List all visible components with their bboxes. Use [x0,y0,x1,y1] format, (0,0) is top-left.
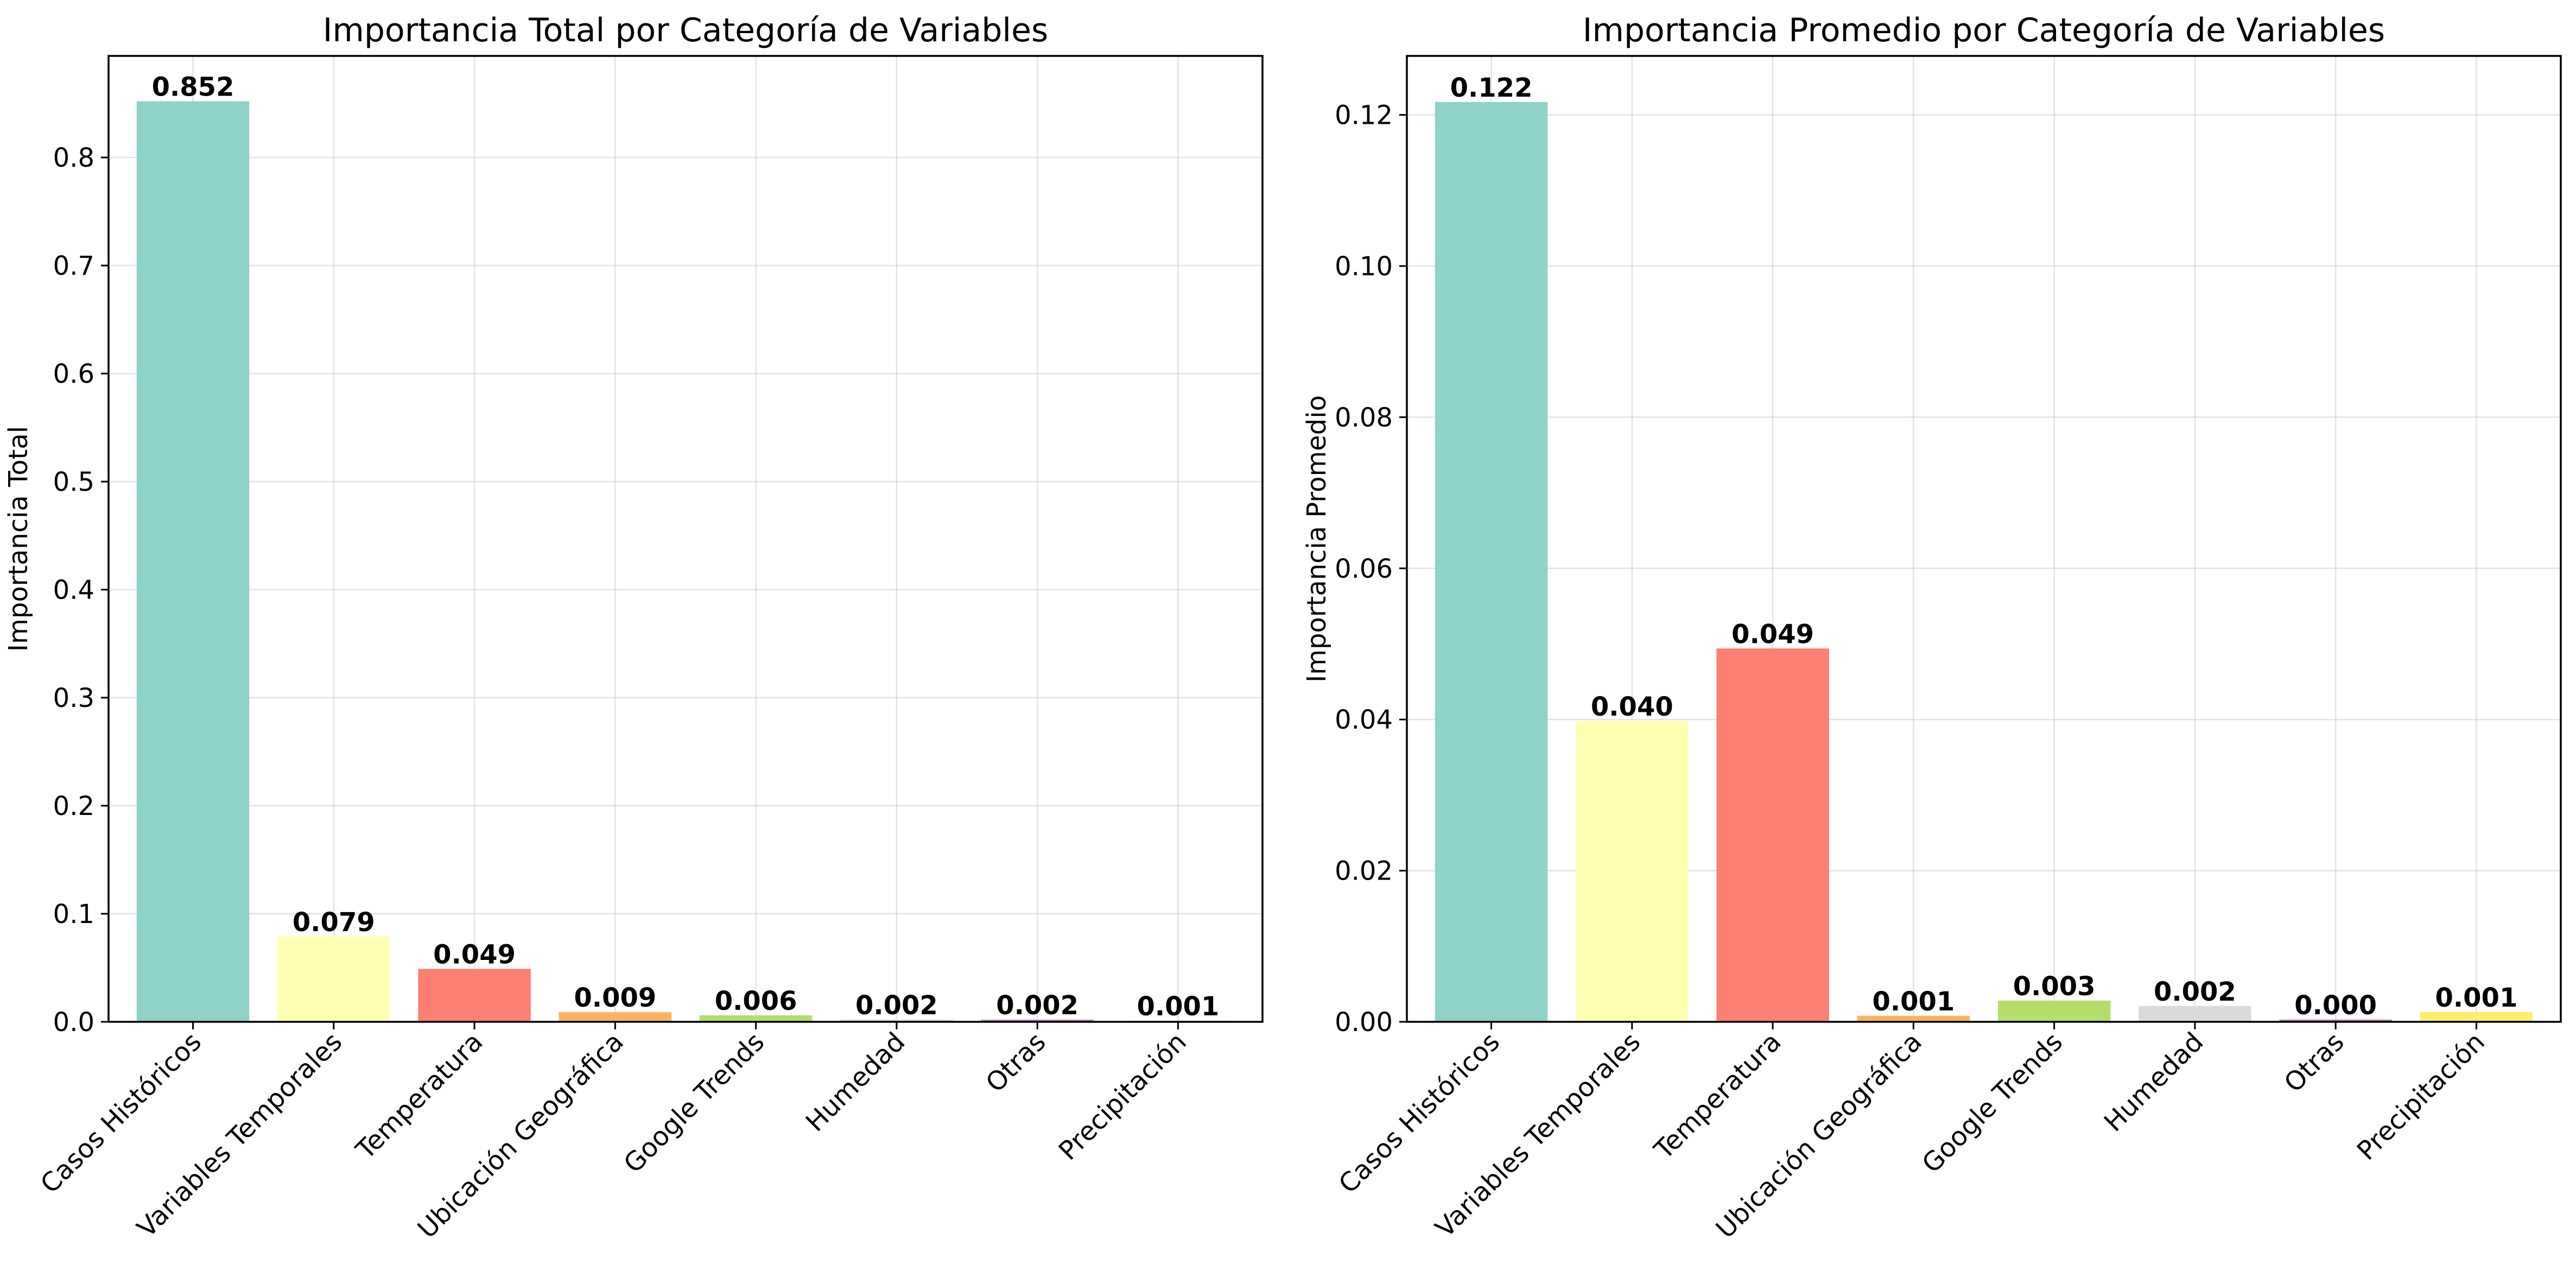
chart-0-y-tick-label: 0.5 [53,467,94,497]
chart-0-data-label-variables-temporales: 0.079 [293,907,375,938]
chart-0-grid [109,56,1262,1023]
chart-1-bar-precipitacion [2420,1012,2533,1022]
chart-0-bar-temperatura [418,969,531,1022]
chart-1-data-label-google-trends: 0.003 [2013,971,2096,1002]
chart-0-y-tick-label: 0.2 [53,791,94,821]
chart-0-y-tick-label: 0.0 [53,1007,94,1038]
chart-0-bar-variables-temporales [277,936,390,1022]
chart-1-data-label-otras: 0.000 [2294,990,2377,1021]
chart-1-bar-humedad [2139,1006,2251,1022]
chart-1-x-tick-label-humedad: Humedad [2098,1027,2209,1137]
chart-0-plot-frame [107,55,1264,1023]
chart-1-data-labels: 0.122 0.040 0.049 0.001 0.003 0.002 0.000 0.001 [1450,73,2518,1021]
chart-0-data-label-humedad: 0.002 [855,990,938,1021]
chart-0-data-label-ubicacion-geografica: 0.009 [574,983,656,1013]
chart-1-bar-variables-temporales [1576,720,1689,1022]
chart-0-data-labels: 0.852 0.079 0.049 0.009 0.006 0.002 0.002 0.001 [152,72,1220,1022]
chart-0-y-tick-label: 0.6 [53,359,94,389]
chart-1-y-tick-label: 0.04 [1335,705,1393,735]
chart-0-x-tick-label-temperatura: Temperatura [350,1027,489,1166]
chart-0-bar-ubicacion-geografica [559,1012,672,1022]
chart-1-bars [1435,102,2533,1022]
chart-0-y-tick-label: 0.4 [53,575,94,605]
chart-0-x-tick-label-otras: Otras [980,1027,1052,1098]
chart-1-y-tick-label: 0.12 [1335,100,1393,131]
chart-1-x-tick-label-precipitacion: Precipitación [2351,1027,2491,1166]
chart-1-bar-casos-historicos [1435,102,1548,1022]
chart-0-bar-otras [981,1020,1094,1022]
chart-0-data-label-otras: 0.002 [996,990,1078,1021]
chart-1-data-label-casos-historicos: 0.122 [1450,73,1533,103]
chart-0-bar-humedad [840,1020,953,1022]
chart-0-data-label-temperatura: 0.049 [433,939,516,970]
chart-1-bar-otras [2279,1019,2392,1022]
chart-1-data-label-humedad: 0.002 [2154,977,2236,1007]
chart-1-y-axis-label: Importancia Promedio [1302,395,1332,682]
chart-1-y-axis: 0.00 0.02 0.04 0.06 0.08 0.10 0.12 [1335,100,1407,1038]
chart-0-title: Importancia Total por Categoría de Varia… [323,11,1049,49]
chart-0-x-tick-label-precipitacion: Precipitación [1053,1027,1192,1166]
chart-1-y-tick-label: 0.00 [1335,1007,1393,1038]
chart-1-title: Importancia Promedio por Categoría de Va… [1583,11,2385,49]
chart-1-x-tick-label-temperatura: Temperatura [1648,1027,1787,1166]
chart-0-y-tick-label: 0.7 [53,251,94,281]
chart-0-y-tick-label: 0.8 [53,143,94,173]
chart-1-y-tick-label: 0.08 [1335,402,1393,433]
chart-0-y-tick-label: 0.1 [53,899,94,930]
chart-1-plot-frame [1406,55,2562,1023]
chart-0-y-axis-label: Importancia Total [3,426,34,652]
chart-1-bar-temperatura [1716,648,1829,1022]
chart-1-y-tick-label: 0.06 [1335,554,1393,584]
chart-1-data-label-temperatura: 0.049 [1731,619,1814,649]
chart-0-y-tick-label: 0.3 [53,683,94,713]
chart-1-bar-ubicacion-geografica [1857,1015,1970,1022]
chart-0-x-tick-label-humedad: Humedad [800,1027,911,1137]
chart-0-data-label-casos-historicos: 0.852 [152,72,234,103]
chart-1-data-label-ubicacion-geografica: 0.001 [1872,987,1955,1017]
chart-average-importance: 0.122 0.040 0.049 0.001 0.003 0.002 0.000 0.001… [1302,11,2562,1244]
chart-1-y-tick-label: 0.10 [1335,251,1393,282]
chart-total-importance: 0.852 0.079 0.049 0.009 0.006 0.002 0.002 0.001… [3,11,1264,1244]
chart-1-x-tick-label-google-trends: Google Trends [1916,1027,2069,1179]
chart-1-bar-google-trends [1997,1001,2111,1022]
chart-1-data-label-variables-temporales: 0.040 [1591,692,1673,722]
chart-1-data-label-precipitacion: 0.001 [2435,983,2518,1013]
chart-0-data-label-precipitacion: 0.001 [1137,991,1220,1022]
chart-0-bar-casos-historicos [136,101,250,1022]
chart-0-x-tick-label-google-trends: Google Trends [618,1027,770,1179]
chart-0-bar-google-trends [699,1015,813,1022]
chart-1-y-tick-label: 0.02 [1335,856,1393,887]
chart-0-bars [136,101,1235,1022]
chart-1-x-tick-label-otras: Otras [2279,1027,2350,1098]
chart-0-data-label-google-trends: 0.006 [715,986,797,1016]
chart-0-y-axis: 0.0 0.1 0.2 0.3 0.4 0.5 0.6 0.7 0.8 [53,143,109,1038]
